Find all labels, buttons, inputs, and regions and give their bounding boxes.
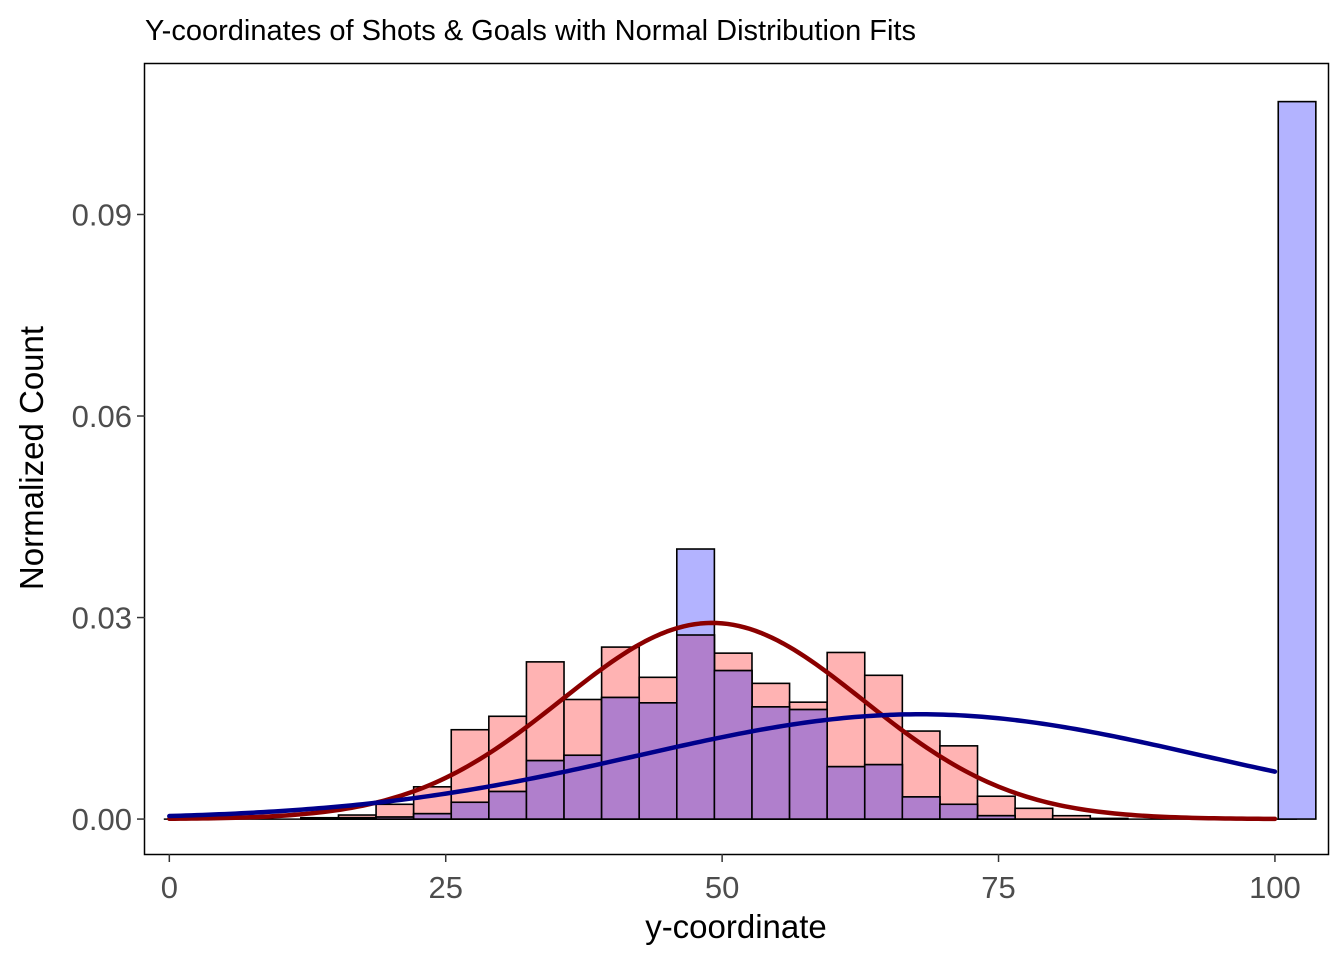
histogram-bar-series-1 (1014, 807, 1054, 820)
histogram-bar-series-1 (1089, 817, 1129, 820)
chart-title: Y-coordinates of Shots & Goals with Norm… (145, 15, 916, 47)
histogram-bar-overlap (300, 817, 340, 820)
histogram-bar-overlap (337, 816, 377, 820)
histogram-bar-overlap (375, 816, 415, 820)
histogram-bar-overlap (488, 790, 528, 820)
histogram-bar-series-2 (1277, 100, 1317, 820)
histogram-bar-overlap (826, 765, 866, 820)
x-tick-label: 25 (428, 870, 462, 905)
histogram-bar-overlap (939, 803, 979, 820)
x-tick-label: 50 (705, 870, 739, 905)
histogram-bar-overlap (638, 702, 678, 820)
histogram-bars (163, 100, 1317, 820)
histogram-bar-overlap (901, 796, 941, 820)
axes: 0 25 50 75 100 0.00 0.03 0.06 0.09 (72, 197, 1301, 905)
y-tick-label: 0.09 (72, 197, 132, 232)
normal-fit-curves (167, 620, 1278, 822)
x-tick-label: 75 (981, 870, 1015, 905)
histogram-bar-overlap (713, 669, 753, 820)
histogram-bar-series-1 (1051, 814, 1092, 820)
y-tick-label: 0.03 (72, 601, 132, 636)
normal-fit-curve-2 (167, 712, 1278, 819)
histogram-bar-overlap (976, 814, 1016, 820)
x-tick-label: 0 (161, 870, 178, 905)
histogram-bar-overlap (525, 759, 565, 820)
y-axis-label: Normalized Count (13, 326, 50, 590)
histogram-bar-overlap (788, 708, 828, 820)
x-axis-label: y-coordinate (645, 908, 827, 945)
histogram-bar-overlap (450, 801, 490, 820)
histogram-bar-overlap (863, 763, 904, 820)
histogram-bar-overlap (412, 812, 453, 820)
y-tick-label: 0.06 (72, 399, 132, 434)
y-tick-label: 0.00 (72, 802, 132, 837)
x-tick-label: 100 (1249, 870, 1301, 905)
histogram-bar-overlap (675, 634, 716, 820)
